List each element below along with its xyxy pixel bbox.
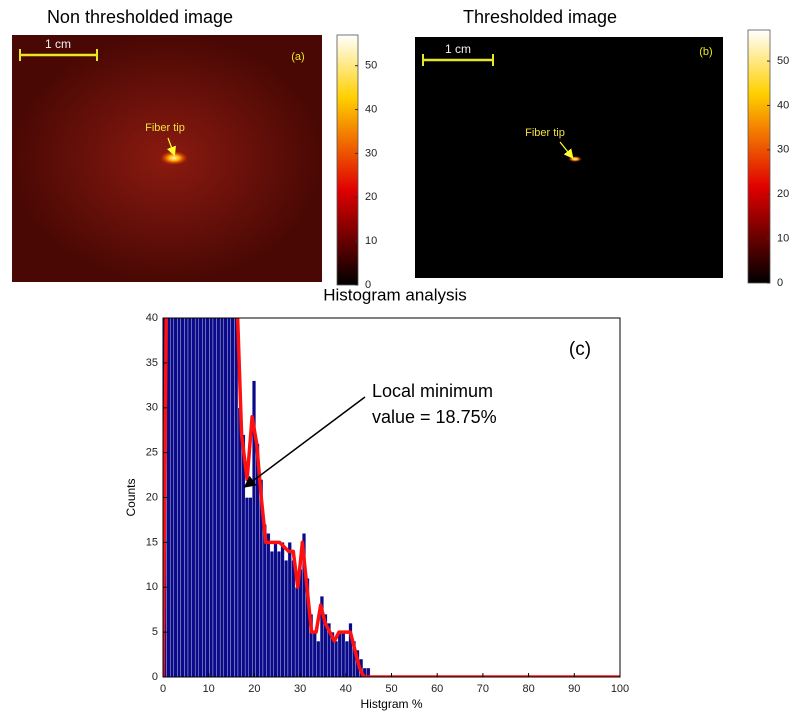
- bar: [244, 497, 249, 677]
- bar: [198, 318, 203, 677]
- y-axis-label: Counts: [124, 478, 138, 516]
- colorbar-tick-label: 40: [777, 99, 789, 111]
- bar: [294, 587, 299, 677]
- bar: [169, 318, 174, 677]
- y-tick-label: 0: [152, 671, 158, 683]
- bar: [316, 640, 321, 677]
- bar: [223, 318, 228, 677]
- bar: [180, 318, 185, 677]
- x-tick-label: 20: [248, 683, 260, 695]
- colorbar-tick-label: 30: [777, 144, 789, 156]
- bar: [280, 542, 285, 677]
- panel-label: (a): [291, 51, 304, 63]
- bar: [173, 318, 178, 677]
- x-tick-label: 60: [431, 683, 443, 695]
- bar: [284, 560, 289, 677]
- bars: [163, 318, 620, 677]
- x-tick-label: 70: [477, 683, 489, 695]
- colorbar-tick-label: 50: [777, 55, 789, 67]
- x-axis-label: Histgram %: [360, 697, 422, 711]
- bar: [184, 318, 189, 677]
- colorbar-tick-label: 0: [365, 279, 371, 291]
- scale-label: 1 cm: [45, 37, 71, 51]
- bar: [219, 318, 224, 677]
- y-tick-label: 25: [146, 447, 158, 459]
- panel-label: (b): [699, 46, 712, 58]
- bar: [266, 533, 271, 677]
- bar: [209, 318, 214, 677]
- colorbar: [747, 29, 771, 284]
- annotation: Fiber tip: [525, 127, 565, 139]
- bar: [212, 318, 217, 677]
- bar: [366, 667, 371, 677]
- bar: [287, 542, 292, 677]
- x-tick-label: 80: [522, 683, 534, 695]
- y-tick-label: 30: [146, 402, 158, 414]
- bar: [277, 551, 281, 677]
- bar: [191, 318, 196, 677]
- panel-label: (c): [569, 339, 591, 360]
- annotation-arrow: [559, 141, 574, 159]
- scale-label: 1 cm: [445, 42, 471, 56]
- x-tick-label: 90: [568, 683, 580, 695]
- bar: [248, 497, 253, 677]
- x-tick-label: 30: [294, 683, 306, 695]
- x-tick-label: 100: [611, 683, 629, 695]
- colorbar-tick-label: 40: [365, 103, 377, 115]
- y-tick-label: 20: [146, 491, 158, 503]
- arrow: [243, 396, 366, 488]
- y-tick-label: 15: [146, 536, 158, 548]
- bar: [312, 631, 317, 677]
- bar: [273, 542, 278, 677]
- y-tick-label: 40: [146, 312, 158, 324]
- x-tick-label: 40: [340, 683, 352, 695]
- bar: [216, 318, 221, 677]
- smoothed-line: [163, 318, 620, 677]
- x-tick-label: 50: [385, 683, 397, 695]
- annotation: Local minimum: [372, 381, 493, 401]
- image-title: Non thresholded image: [47, 7, 233, 27]
- fiber-glow: [568, 156, 582, 162]
- bar: [337, 631, 342, 677]
- y-tick-label: 35: [146, 357, 158, 369]
- bar: [205, 318, 210, 677]
- y-tick-label: 5: [152, 626, 158, 638]
- bar: [269, 551, 274, 677]
- image-title: Thresholded image: [463, 7, 617, 27]
- colorbar-tick-label: 30: [365, 147, 377, 159]
- chart-title: Histogram analysis: [323, 285, 467, 304]
- bar: [341, 631, 346, 677]
- bar: [237, 407, 242, 677]
- bar: [230, 318, 235, 677]
- x-tick-label: 10: [203, 683, 215, 695]
- colorbar-tick-label: 20: [777, 188, 789, 200]
- colorbar-tick-label: 10: [777, 233, 789, 245]
- colorbar-tick-label: 20: [365, 191, 377, 203]
- annotation: value = 18.75%: [372, 407, 497, 427]
- annotation-arrow: [166, 137, 176, 157]
- bar: [344, 640, 349, 677]
- y-tick-label: 10: [146, 581, 158, 593]
- colorbar: [336, 34, 359, 286]
- bar: [227, 318, 231, 677]
- bar: [262, 524, 267, 677]
- bar: [291, 560, 296, 677]
- bar: [202, 318, 206, 677]
- bar: [334, 640, 339, 677]
- colorbar-tick-label: 0: [777, 277, 783, 289]
- bar: [194, 318, 199, 677]
- x-tick-label: 0: [160, 683, 166, 695]
- colorbar-tick-label: 50: [365, 60, 377, 72]
- bar: [177, 318, 182, 677]
- colorbar-tick-label: 10: [365, 235, 377, 247]
- bar: [187, 318, 192, 677]
- annotation: Fiber tip: [145, 122, 185, 134]
